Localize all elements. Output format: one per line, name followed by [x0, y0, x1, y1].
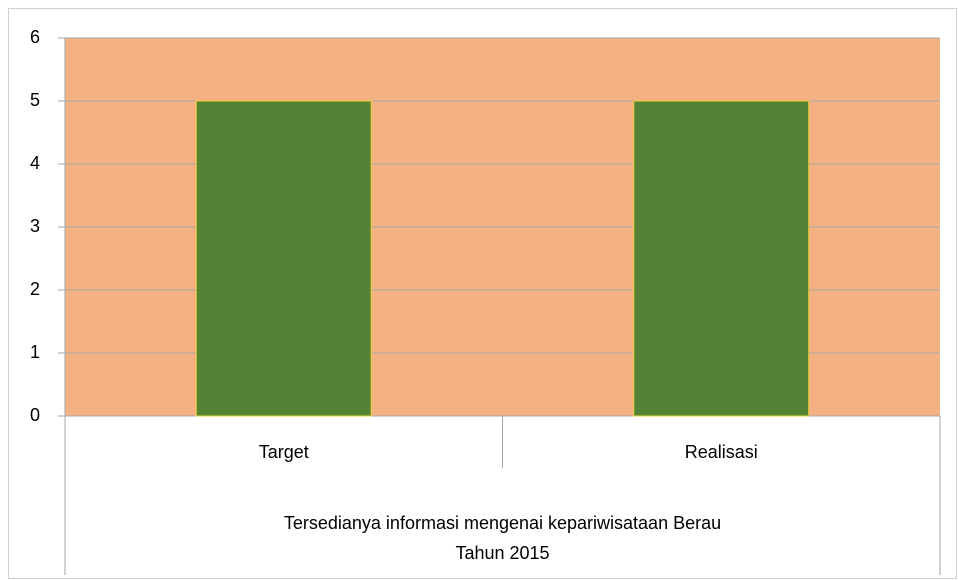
y-tick-label: 0: [30, 405, 40, 425]
y-tick-label: 2: [30, 279, 40, 299]
y-tick-label: 5: [30, 90, 40, 110]
y-tick-label: 3: [30, 216, 40, 236]
y-tick-label: 4: [30, 153, 40, 173]
bar: [633, 100, 810, 417]
y-tick-label: 6: [30, 27, 40, 47]
x-tick-label: Target: [259, 442, 309, 462]
bar: [195, 100, 372, 417]
y-tick-label: 1: [30, 342, 40, 362]
chart-border: [8, 8, 957, 579]
x-tick-label: Realisasi: [685, 442, 758, 462]
group-label: Tersedianya informasi mengenai kepariwis…: [284, 513, 721, 533]
group-label: Tahun 2015: [455, 543, 549, 563]
